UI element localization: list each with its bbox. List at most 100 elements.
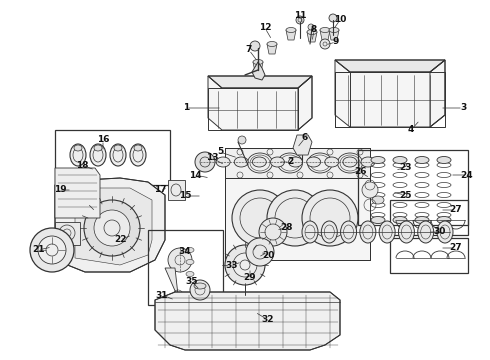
Ellipse shape <box>360 221 376 243</box>
Text: 4: 4 <box>408 126 414 135</box>
Ellipse shape <box>379 221 395 243</box>
Circle shape <box>267 190 323 246</box>
Ellipse shape <box>216 157 230 167</box>
Polygon shape <box>335 60 445 72</box>
Ellipse shape <box>234 157 248 167</box>
Polygon shape <box>329 30 339 40</box>
Ellipse shape <box>194 283 206 289</box>
Circle shape <box>250 41 260 51</box>
Text: 24: 24 <box>461 171 473 180</box>
Polygon shape <box>208 76 312 130</box>
Text: 31: 31 <box>156 291 168 300</box>
Circle shape <box>190 280 210 300</box>
Ellipse shape <box>437 157 451 163</box>
Ellipse shape <box>371 157 385 163</box>
Ellipse shape <box>90 144 106 166</box>
Text: 32: 32 <box>262 315 274 324</box>
Text: 23: 23 <box>399 163 411 172</box>
Bar <box>55 130 170 185</box>
Polygon shape <box>286 30 296 40</box>
Polygon shape <box>293 135 312 155</box>
Circle shape <box>168 248 192 272</box>
Circle shape <box>94 210 130 246</box>
Ellipse shape <box>74 145 82 151</box>
Polygon shape <box>335 60 445 127</box>
Polygon shape <box>208 76 312 88</box>
Polygon shape <box>155 292 340 350</box>
Ellipse shape <box>398 221 415 243</box>
Polygon shape <box>55 178 165 272</box>
Text: 1: 1 <box>183 104 189 112</box>
Ellipse shape <box>393 216 407 224</box>
Ellipse shape <box>415 157 429 163</box>
Text: 11: 11 <box>294 10 306 19</box>
Text: 21: 21 <box>32 246 44 255</box>
Ellipse shape <box>393 157 407 163</box>
Circle shape <box>233 253 257 277</box>
Ellipse shape <box>341 221 357 243</box>
Text: 10: 10 <box>334 15 346 24</box>
Text: 27: 27 <box>450 243 462 252</box>
Circle shape <box>238 136 246 144</box>
Ellipse shape <box>114 145 122 151</box>
Circle shape <box>296 16 304 24</box>
Polygon shape <box>307 32 317 42</box>
Polygon shape <box>55 222 80 245</box>
Text: 27: 27 <box>450 206 462 215</box>
Bar <box>148 230 223 305</box>
Ellipse shape <box>186 271 194 276</box>
Circle shape <box>308 24 314 30</box>
Ellipse shape <box>252 157 267 167</box>
Circle shape <box>240 293 250 303</box>
Polygon shape <box>253 62 263 72</box>
Text: 20: 20 <box>262 251 274 260</box>
Circle shape <box>329 14 337 22</box>
Text: 13: 13 <box>206 153 218 162</box>
Ellipse shape <box>70 144 86 166</box>
Text: 33: 33 <box>226 261 238 270</box>
Text: 3: 3 <box>460 104 466 112</box>
Text: 8: 8 <box>311 26 317 35</box>
Ellipse shape <box>320 27 330 32</box>
Ellipse shape <box>110 144 126 166</box>
Ellipse shape <box>321 221 337 243</box>
Ellipse shape <box>415 216 429 224</box>
Circle shape <box>195 152 215 172</box>
Text: 18: 18 <box>76 161 88 170</box>
Text: 28: 28 <box>280 224 292 233</box>
Ellipse shape <box>267 41 277 46</box>
Circle shape <box>38 236 66 264</box>
Text: 15: 15 <box>179 192 191 201</box>
Text: 30: 30 <box>434 228 446 237</box>
Text: 25: 25 <box>399 190 411 199</box>
Bar <box>208 88 298 130</box>
Ellipse shape <box>289 157 302 167</box>
Circle shape <box>225 245 265 285</box>
Ellipse shape <box>437 221 453 243</box>
Circle shape <box>30 228 74 272</box>
Circle shape <box>320 39 330 49</box>
Ellipse shape <box>134 145 142 151</box>
Ellipse shape <box>130 144 146 166</box>
Bar <box>390 200 468 235</box>
Circle shape <box>232 190 288 246</box>
Polygon shape <box>225 148 370 178</box>
Ellipse shape <box>307 30 317 35</box>
Text: 17: 17 <box>154 185 166 194</box>
Text: 12: 12 <box>259 23 271 32</box>
Ellipse shape <box>361 157 375 167</box>
Ellipse shape <box>286 27 296 32</box>
Polygon shape <box>168 180 185 200</box>
Ellipse shape <box>253 59 263 64</box>
Ellipse shape <box>437 216 451 224</box>
Text: 14: 14 <box>189 171 201 180</box>
Ellipse shape <box>307 157 320 167</box>
Circle shape <box>302 190 358 246</box>
Bar <box>358 150 468 225</box>
Ellipse shape <box>186 248 194 252</box>
Text: 34: 34 <box>179 248 191 256</box>
Text: 29: 29 <box>244 274 256 283</box>
Text: 9: 9 <box>333 37 339 46</box>
Ellipse shape <box>94 145 102 151</box>
Polygon shape <box>225 178 370 260</box>
